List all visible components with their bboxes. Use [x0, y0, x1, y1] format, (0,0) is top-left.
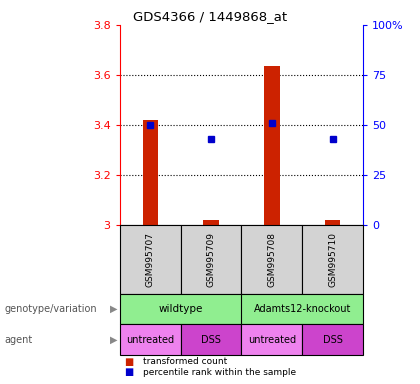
- Text: GSM995708: GSM995708: [268, 232, 276, 287]
- Text: ■: ■: [124, 367, 133, 377]
- Text: percentile rank within the sample: percentile rank within the sample: [143, 368, 296, 377]
- Text: agent: agent: [4, 335, 32, 345]
- Text: untreated: untreated: [126, 335, 174, 345]
- Text: GSM995710: GSM995710: [328, 232, 337, 287]
- Text: untreated: untreated: [248, 335, 296, 345]
- Text: GSM995709: GSM995709: [207, 232, 215, 287]
- Text: genotype/variation: genotype/variation: [4, 304, 97, 314]
- Text: GDS4366 / 1449868_at: GDS4366 / 1449868_at: [133, 10, 287, 23]
- Text: GSM995707: GSM995707: [146, 232, 155, 287]
- Text: transformed count: transformed count: [143, 357, 227, 366]
- Bar: [325, 220, 341, 225]
- Text: ■: ■: [124, 357, 133, 367]
- Bar: [142, 120, 158, 225]
- Text: DSS: DSS: [201, 335, 221, 345]
- Text: wildtype: wildtype: [158, 304, 203, 314]
- Text: Adamts12-knockout: Adamts12-knockout: [254, 304, 351, 314]
- Text: ▶: ▶: [110, 335, 118, 345]
- Bar: [203, 220, 219, 225]
- Bar: [264, 66, 280, 225]
- Text: DSS: DSS: [323, 335, 343, 345]
- Text: ▶: ▶: [110, 304, 118, 314]
